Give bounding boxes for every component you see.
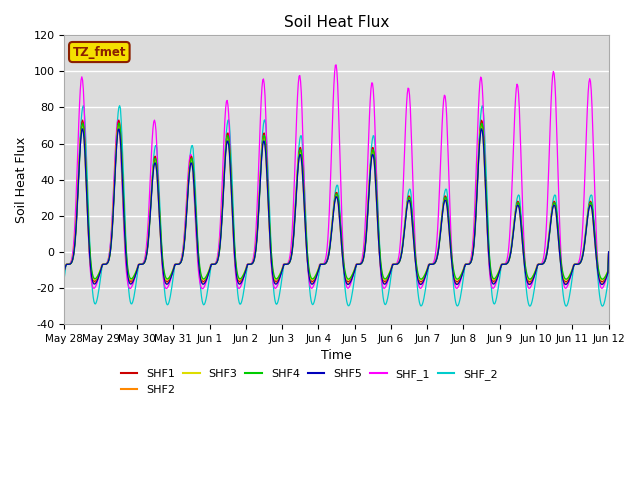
SHF1 bbox=[403, 199, 411, 205]
SHF_1 bbox=[420, 279, 428, 285]
Line: SHF1: SHF1 bbox=[65, 120, 609, 282]
Line: SHF4: SHF4 bbox=[65, 123, 609, 279]
Line: SHF_2: SHF_2 bbox=[65, 106, 609, 306]
SHF2 bbox=[403, 205, 410, 211]
Line: SHF2: SHF2 bbox=[65, 124, 609, 284]
SHF_2 bbox=[79, 103, 87, 108]
Title: Soil Heat Flux: Soil Heat Flux bbox=[284, 15, 389, 30]
SHF1 bbox=[211, 261, 219, 267]
SHF3 bbox=[127, 277, 134, 283]
SHF5 bbox=[61, 267, 68, 273]
SHF5 bbox=[477, 126, 485, 132]
SHF_1 bbox=[70, 232, 78, 238]
X-axis label: Time: Time bbox=[321, 349, 352, 362]
SHF1 bbox=[182, 214, 190, 219]
SHF_1 bbox=[404, 85, 412, 91]
SHF2 bbox=[127, 280, 134, 286]
Legend: SHF1, SHF2, SHF3, SHF4, SHF5, SHF_1, SHF_2: SHF1, SHF2, SHF3, SHF4, SHF5, SHF_1, SHF… bbox=[116, 365, 502, 399]
SHF_2 bbox=[605, 249, 612, 254]
SHF4 bbox=[70, 249, 78, 254]
SHF1 bbox=[70, 247, 78, 252]
SHF_2 bbox=[182, 208, 190, 214]
SHF_2 bbox=[211, 261, 219, 266]
SHF1 bbox=[417, 279, 425, 285]
SHF1 bbox=[61, 267, 68, 273]
SHF_1 bbox=[605, 249, 612, 254]
SHF_1 bbox=[198, 286, 206, 291]
SHF3 bbox=[70, 244, 78, 250]
SHF5 bbox=[127, 281, 134, 287]
SHF_2 bbox=[127, 301, 135, 307]
SHF_2 bbox=[419, 299, 427, 304]
Line: SHF5: SHF5 bbox=[65, 129, 609, 285]
SHF4 bbox=[419, 275, 427, 280]
SHF5 bbox=[419, 280, 426, 286]
SHF5 bbox=[605, 249, 612, 254]
SHF2 bbox=[477, 121, 485, 127]
SHF3 bbox=[403, 205, 410, 211]
SHF3 bbox=[477, 125, 485, 131]
SHF4 bbox=[61, 267, 68, 273]
SHF2 bbox=[211, 262, 218, 267]
SHF1 bbox=[420, 276, 428, 281]
SHF_1 bbox=[61, 266, 68, 272]
SHF3 bbox=[419, 276, 426, 282]
Line: SHF3: SHF3 bbox=[65, 128, 609, 280]
SHF_1 bbox=[127, 286, 134, 291]
SHF4 bbox=[182, 217, 190, 223]
SHF4 bbox=[127, 276, 135, 282]
Y-axis label: Soil Heat Flux: Soil Heat Flux bbox=[15, 136, 28, 223]
SHF3 bbox=[61, 265, 68, 271]
SHF4 bbox=[605, 249, 612, 254]
SHF_2 bbox=[70, 241, 78, 247]
SHF3 bbox=[605, 249, 612, 254]
SHF5 bbox=[182, 226, 189, 231]
SHF3 bbox=[182, 222, 189, 228]
SHF5 bbox=[403, 208, 410, 214]
SHF1 bbox=[79, 117, 86, 123]
SHF_2 bbox=[526, 303, 534, 309]
SHF2 bbox=[70, 245, 78, 251]
SHF5 bbox=[211, 262, 218, 267]
SHF2 bbox=[598, 281, 605, 287]
SHF3 bbox=[211, 261, 218, 267]
Line: SHF_1: SHF_1 bbox=[65, 65, 609, 288]
SHF4 bbox=[526, 276, 534, 282]
SHF4 bbox=[211, 261, 219, 267]
SHF2 bbox=[61, 267, 68, 273]
SHF3 bbox=[598, 277, 605, 283]
SHF1 bbox=[605, 249, 612, 254]
SHF_1 bbox=[332, 62, 340, 68]
SHF5 bbox=[70, 247, 78, 252]
SHF4 bbox=[115, 120, 123, 126]
Text: TZ_fmet: TZ_fmet bbox=[72, 46, 126, 59]
SHF5 bbox=[598, 282, 605, 288]
SHF_2 bbox=[403, 196, 411, 202]
SHF1 bbox=[127, 278, 135, 284]
SHF4 bbox=[403, 202, 411, 207]
SHF2 bbox=[605, 249, 612, 254]
SHF_2 bbox=[61, 274, 68, 280]
SHF2 bbox=[182, 224, 189, 229]
SHF_1 bbox=[182, 213, 189, 219]
SHF2 bbox=[419, 279, 426, 285]
SHF_1 bbox=[211, 261, 219, 266]
